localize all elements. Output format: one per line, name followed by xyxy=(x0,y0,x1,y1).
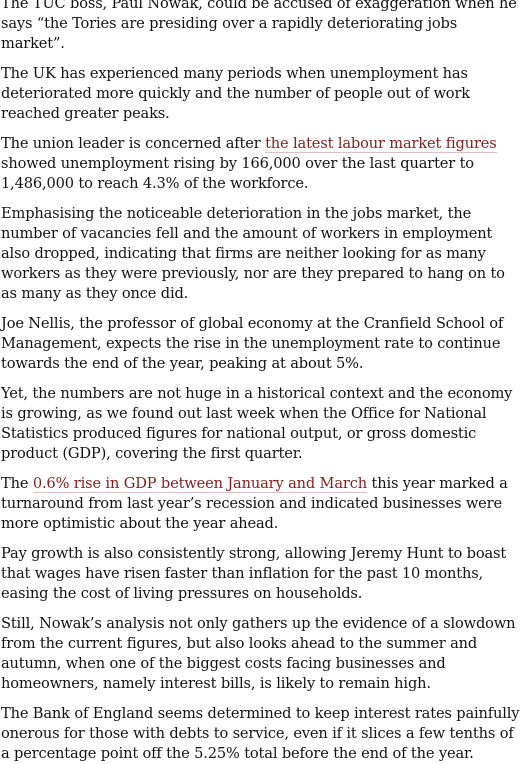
paragraph-text-before-link: The union leader is concerned after xyxy=(1,135,266,152)
paragraph-text-before-link: The xyxy=(1,475,33,492)
paragraph-nowak-analysis: Still, Nowak’s analysis not only gathers… xyxy=(1,615,516,692)
paragraph-text-after-link: this year marked a turnaround from last … xyxy=(1,475,508,532)
paragraph-gdp-rise: The 0.6% rise in GDP between January and… xyxy=(1,474,521,534)
paragraph-historical-context: Yet, the numbers are not huge in a histo… xyxy=(1,385,513,462)
paragraph-joe-nellis: Joe Nellis, the professor of global econ… xyxy=(1,315,504,372)
paragraph-jobs-deterioration: Emphasising the noticeable deterioration… xyxy=(1,205,505,302)
gdp-rise-link[interactable]: 0.6% rise in GDP between January and Mar… xyxy=(32,475,367,493)
paragraph-tuc-boss: The TUC boss, Paul Nowak, could be accus… xyxy=(1,0,517,52)
paragraph-text-after-link: showed unemployment rising by 166,000 ov… xyxy=(1,155,474,192)
paragraph-unemployment-history: The UK has experienced many periods when… xyxy=(1,65,470,122)
paragraph-pay-growth: Pay growth is also consistently strong, … xyxy=(1,545,507,602)
paragraph-labour-market-figures: The union leader is concerned after the … xyxy=(1,134,521,194)
paragraph-bank-of-england: The Bank of England seems determined to … xyxy=(1,705,520,762)
labour-market-figures-link[interactable]: the latest labour market figures xyxy=(265,135,497,153)
